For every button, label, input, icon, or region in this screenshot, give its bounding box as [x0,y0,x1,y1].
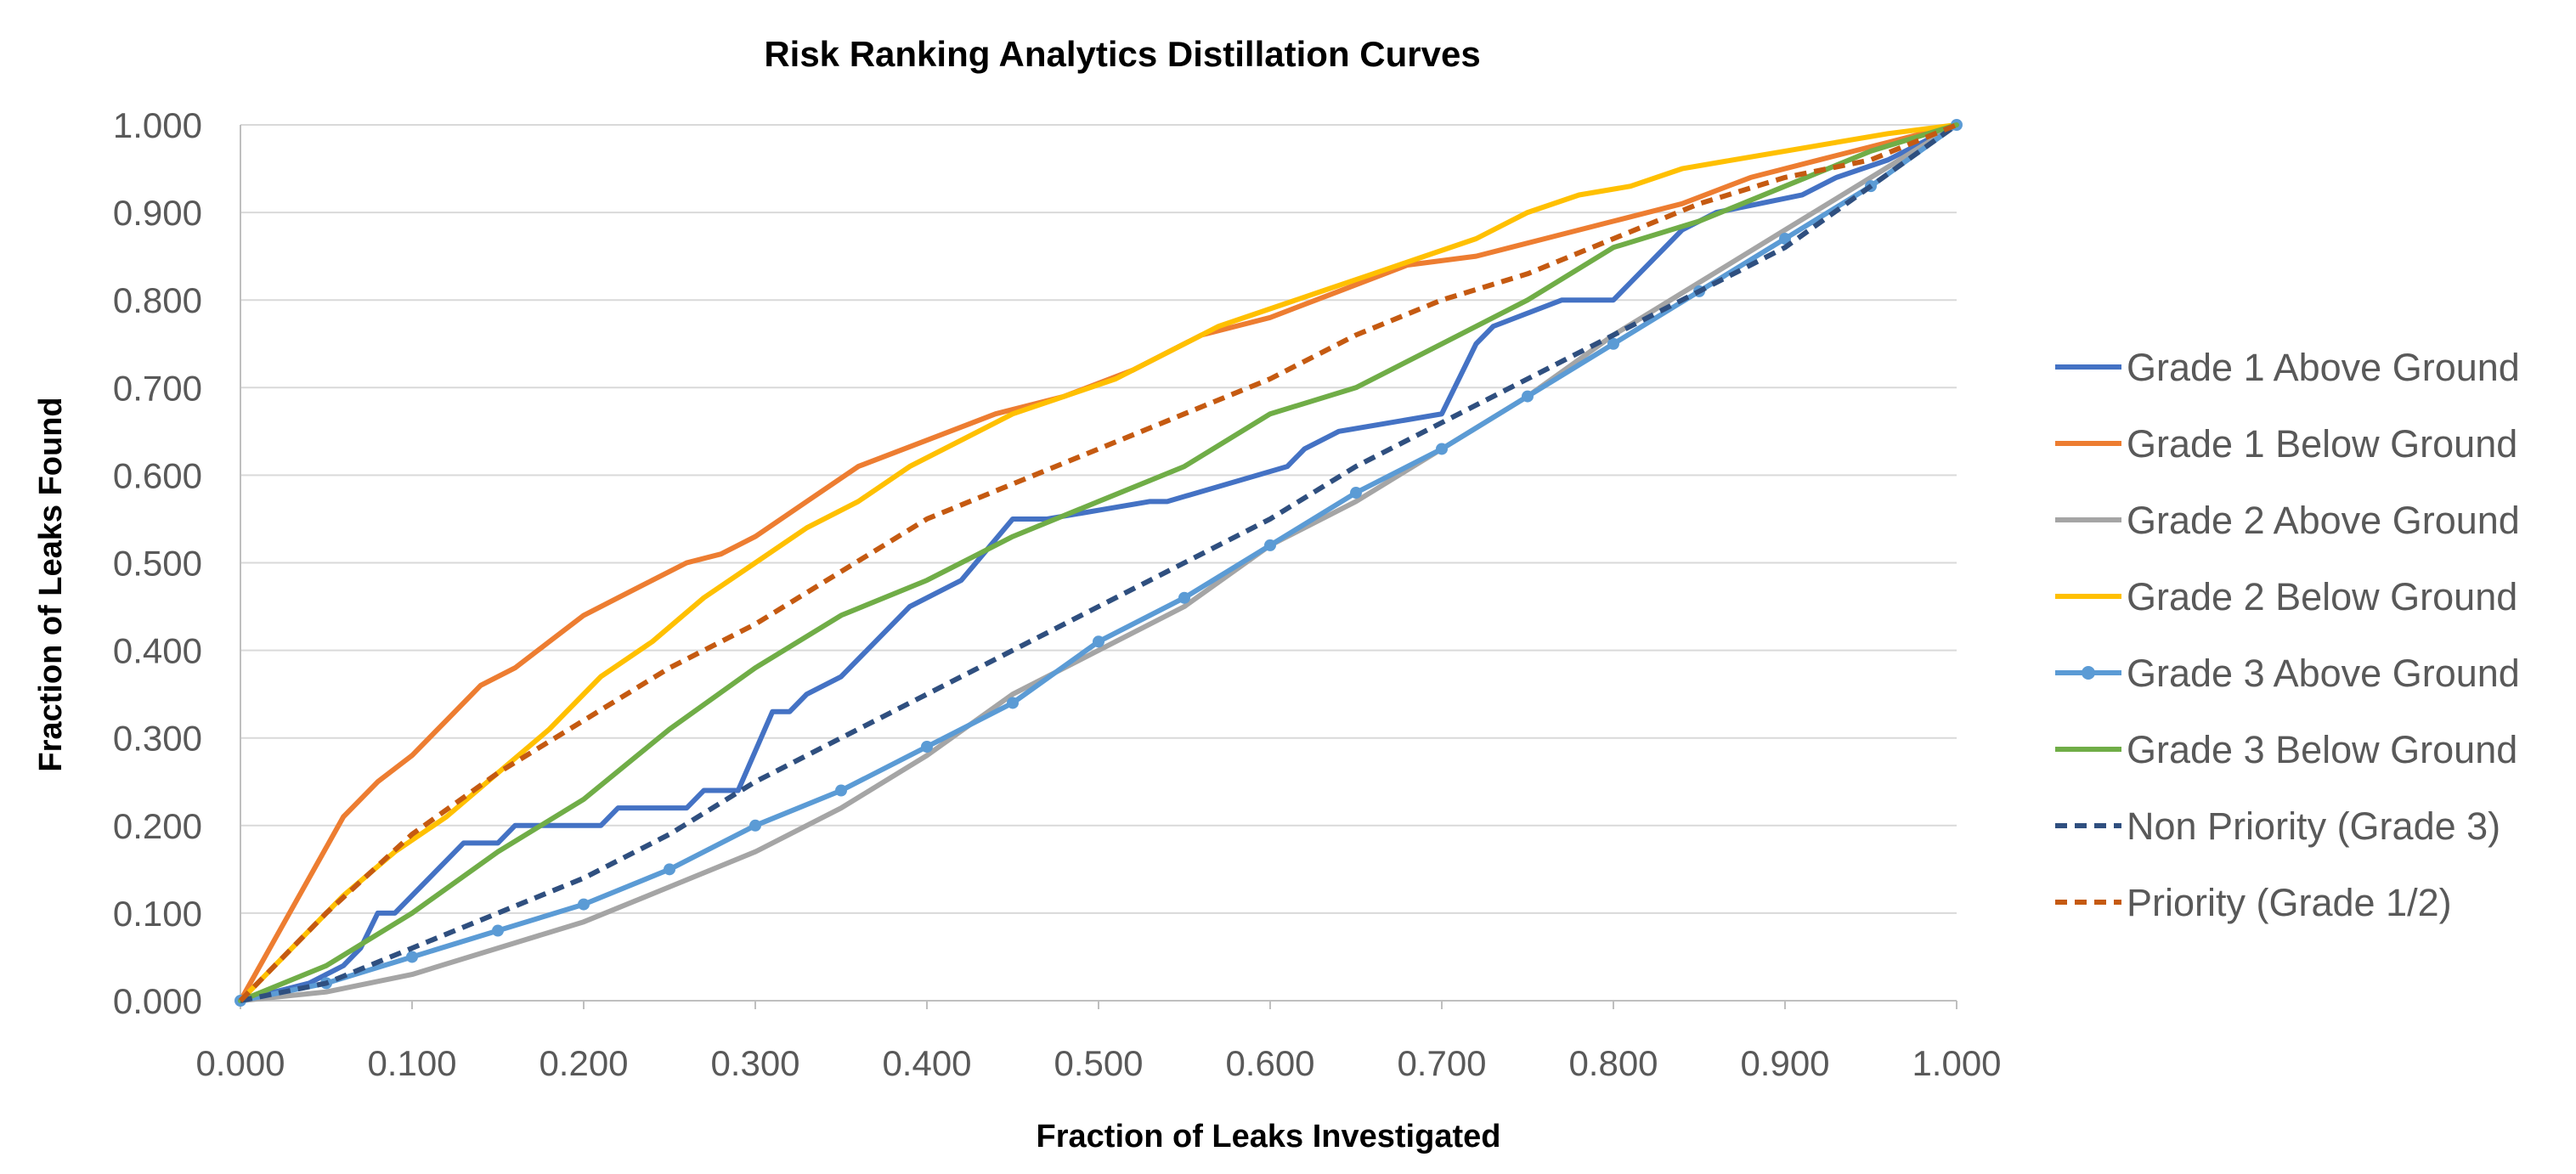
legend-label-grade-2-below-ground: Grade 2 Below Ground [2127,575,2517,618]
series-point-grade-3-above-ground [1607,337,1619,350]
series-point-grade-3-above-ground [664,863,675,876]
x-tick-label: 0.900 [1740,1043,1829,1083]
y-axis-ticks: 0.000 0.100 0.200 0.300 0.400 0.500 0.600 0.700… [113,105,202,1021]
x-tick-label: 0.700 [1397,1043,1486,1083]
x-tick-label: 0.000 [195,1043,285,1083]
series-point-grade-3-above-ground [406,951,418,963]
x-tick-label: 0.200 [539,1043,628,1083]
series-line-grade-1-above-ground [238,122,1959,1003]
legend-label-grade-3-above-ground: Grade 3 Above Ground [2127,652,2520,695]
y-tick-label: 0.100 [113,894,202,934]
y-axis-title: Fraction of Leaks Found [33,397,69,771]
x-axis-ticks: 0.000 0.100 0.200 0.300 0.400 0.500 0.600 0.700… [195,1043,2001,1083]
series-point-grade-3-above-ground [1007,697,1019,709]
legend-label-non-priority-grade-3: Non Priority (Grade 3) [2127,804,2500,848]
series-line-grade-2-below-ground [238,122,1959,1003]
x-axis-title: Fraction of Leaks Investigated [1037,1119,1501,1154]
x-tick-label: 0.400 [882,1043,971,1083]
y-tick-label: 0.800 [113,280,202,320]
series-point-grade-3-above-ground [1093,635,1104,648]
series-point-grade-3-above-ground [1350,487,1362,500]
legend: Grade 1 Above Ground Grade 1 Below Ground… [2055,346,2520,924]
x-tick-label: 1.000 [1912,1043,2001,1083]
axes [240,125,1957,1009]
series-point-grade-3-above-ground [492,924,504,937]
x-tick-label: 0.800 [1568,1043,1658,1083]
series-point-grade-3-above-ground [1178,591,1190,604]
legend-label-grade-1-below-ground: Grade 1 Below Ground [2127,422,2517,466]
y-tick-label: 0.900 [113,193,202,233]
y-tick-label: 0.400 [113,631,202,671]
legend-label-grade-3-below-ground: Grade 3 Below Ground [2127,728,2517,771]
y-tick-label: 0.000 [113,981,202,1021]
series-point-grade-3-above-ground [835,784,847,797]
series-point-grade-3-above-ground [1264,539,1276,551]
y-tick-label: 0.500 [113,544,202,584]
series-line-grade-1-below-ground [238,122,1959,1003]
x-tick-label: 0.500 [1054,1043,1143,1083]
gridlines [240,124,1957,914]
series-point-grade-3-above-ground [1779,233,1791,246]
y-tick-label: 1.000 [113,105,202,145]
series-line-grade-3-below-ground [238,122,1959,1003]
series-point-grade-3-above-ground [1436,443,1448,455]
series-lines [234,119,1963,1007]
legend-label-priority-grade-1-2: Priority (Grade 1/2) [2127,881,2452,924]
x-tick-label: 0.100 [367,1043,456,1083]
series-line-non-priority-grade-3 [240,122,1958,1003]
series-line-priority-grade-1-2 [238,122,1958,1003]
x-tick-label: 0.600 [1225,1043,1314,1083]
series-point-grade-3-above-ground [1522,390,1534,403]
x-tick-label: 0.300 [710,1043,799,1083]
y-tick-label: 0.200 [113,806,202,846]
legend-label-grade-1-above-ground: Grade 1 Above Ground [2127,346,2520,389]
y-tick-label: 0.300 [113,719,202,759]
chart-title: Risk Ranking Analytics Distillation Curv… [764,34,1480,74]
series-point-grade-3-above-ground [578,898,590,911]
y-tick-label: 0.600 [113,455,202,495]
series-line-grade-2-above-ground [238,122,1959,1003]
legend-marker [2082,666,2095,680]
series-point-grade-3-above-ground [749,819,761,832]
series-point-grade-3-above-ground [921,741,933,754]
y-tick-label: 0.700 [113,368,202,408]
legend-label-grade-2-above-ground: Grade 2 Above Ground [2127,499,2520,542]
